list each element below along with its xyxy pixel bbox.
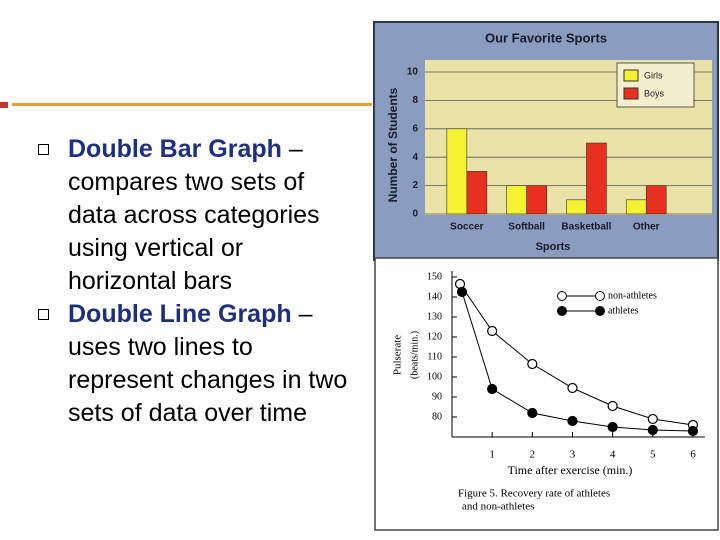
y-tick-label: 130 — [427, 311, 442, 322]
legend-label: non-athletes — [608, 290, 657, 301]
y-tick-label: 8 — [412, 95, 418, 106]
bar — [625, 199, 647, 215]
accent-rule — [12, 103, 372, 106]
bar — [586, 142, 607, 215]
x-tick-label: 6 — [690, 449, 696, 461]
point — [607, 421, 618, 433]
legend-marker — [595, 306, 605, 316]
y-tick-label: 90 — [432, 391, 442, 402]
caption: Figure 5. Recovery rate of athletes — [458, 488, 610, 500]
bullet: Double Line Graph – uses two lines to re… — [38, 298, 348, 430]
legend-label: Boys — [644, 88, 665, 98]
legend-label: Girls — [644, 70, 663, 80]
legend-marker — [595, 291, 605, 301]
x-tick-label: 5 — [650, 449, 656, 461]
legend-swatch — [623, 69, 639, 82]
y-tick-label: 140 — [427, 291, 442, 302]
legend-marker — [557, 291, 567, 301]
bullet-term: Double Bar Graph — [68, 135, 282, 163]
bullet-term: Double Line Graph — [68, 300, 292, 328]
legend-swatch — [623, 87, 639, 100]
point — [527, 358, 538, 370]
x-tick-label: Basketball — [561, 222, 611, 233]
point — [567, 382, 578, 394]
y-tick-label: 6 — [412, 123, 418, 134]
x-axis-label: Sports — [536, 241, 571, 253]
caption: and non-athletes — [462, 501, 534, 513]
x-tick-label: 3 — [570, 449, 576, 461]
y-axis-label: Pulserate — [392, 335, 404, 375]
bar — [446, 128, 468, 215]
point — [567, 415, 578, 427]
chart-frame — [374, 257, 719, 531]
y-axis-label: Number of Students — [386, 87, 400, 202]
y-tick-label: 120 — [427, 331, 442, 342]
point — [487, 325, 498, 337]
y-tick-label: 0 — [412, 209, 418, 220]
x-tick-label: 1 — [489, 449, 495, 461]
bullet: Double Bar Graph – compares two sets of … — [38, 133, 348, 298]
bar — [566, 199, 587, 215]
legend-label: athletes — [608, 305, 639, 316]
point — [456, 286, 468, 298]
x-axis-label: Time after exercise (min.) — [508, 463, 633, 477]
x-tick-label: 2 — [530, 449, 536, 461]
y-tick-label: 2 — [412, 180, 418, 191]
point — [647, 424, 658, 436]
y-tick-label: 150 — [427, 271, 442, 282]
y-tick-label: 80 — [432, 411, 442, 422]
bar — [506, 185, 527, 215]
legend-marker — [557, 306, 567, 316]
point — [607, 400, 618, 412]
bullet-list: Double Bar Graph – compares two sets of … — [38, 133, 348, 430]
bar — [526, 185, 547, 215]
y-tick-label: 10 — [407, 67, 419, 78]
bullet-text: – uses two lines to represent changes in… — [68, 300, 348, 427]
bullet-text: – compares two sets of data across categ… — [68, 135, 320, 295]
y-tick-label: 4 — [412, 152, 418, 163]
point — [687, 425, 699, 437]
x-tick-label: Soccer — [450, 222, 483, 233]
accent-square — [0, 102, 8, 108]
x-tick-label: Softball — [508, 222, 545, 233]
x-tick-label: Other — [633, 222, 660, 233]
point — [487, 383, 498, 395]
point — [647, 413, 658, 425]
bar — [466, 171, 488, 215]
y-tick-label: 100 — [427, 371, 442, 382]
y-axis-label: (beats/min.) — [409, 331, 420, 379]
point — [527, 407, 538, 419]
x-tick-label: 4 — [610, 449, 616, 461]
chart-title: Our Favorite Sports — [485, 30, 607, 45]
y-tick-label: 110 — [427, 351, 442, 362]
bar — [645, 185, 667, 215]
